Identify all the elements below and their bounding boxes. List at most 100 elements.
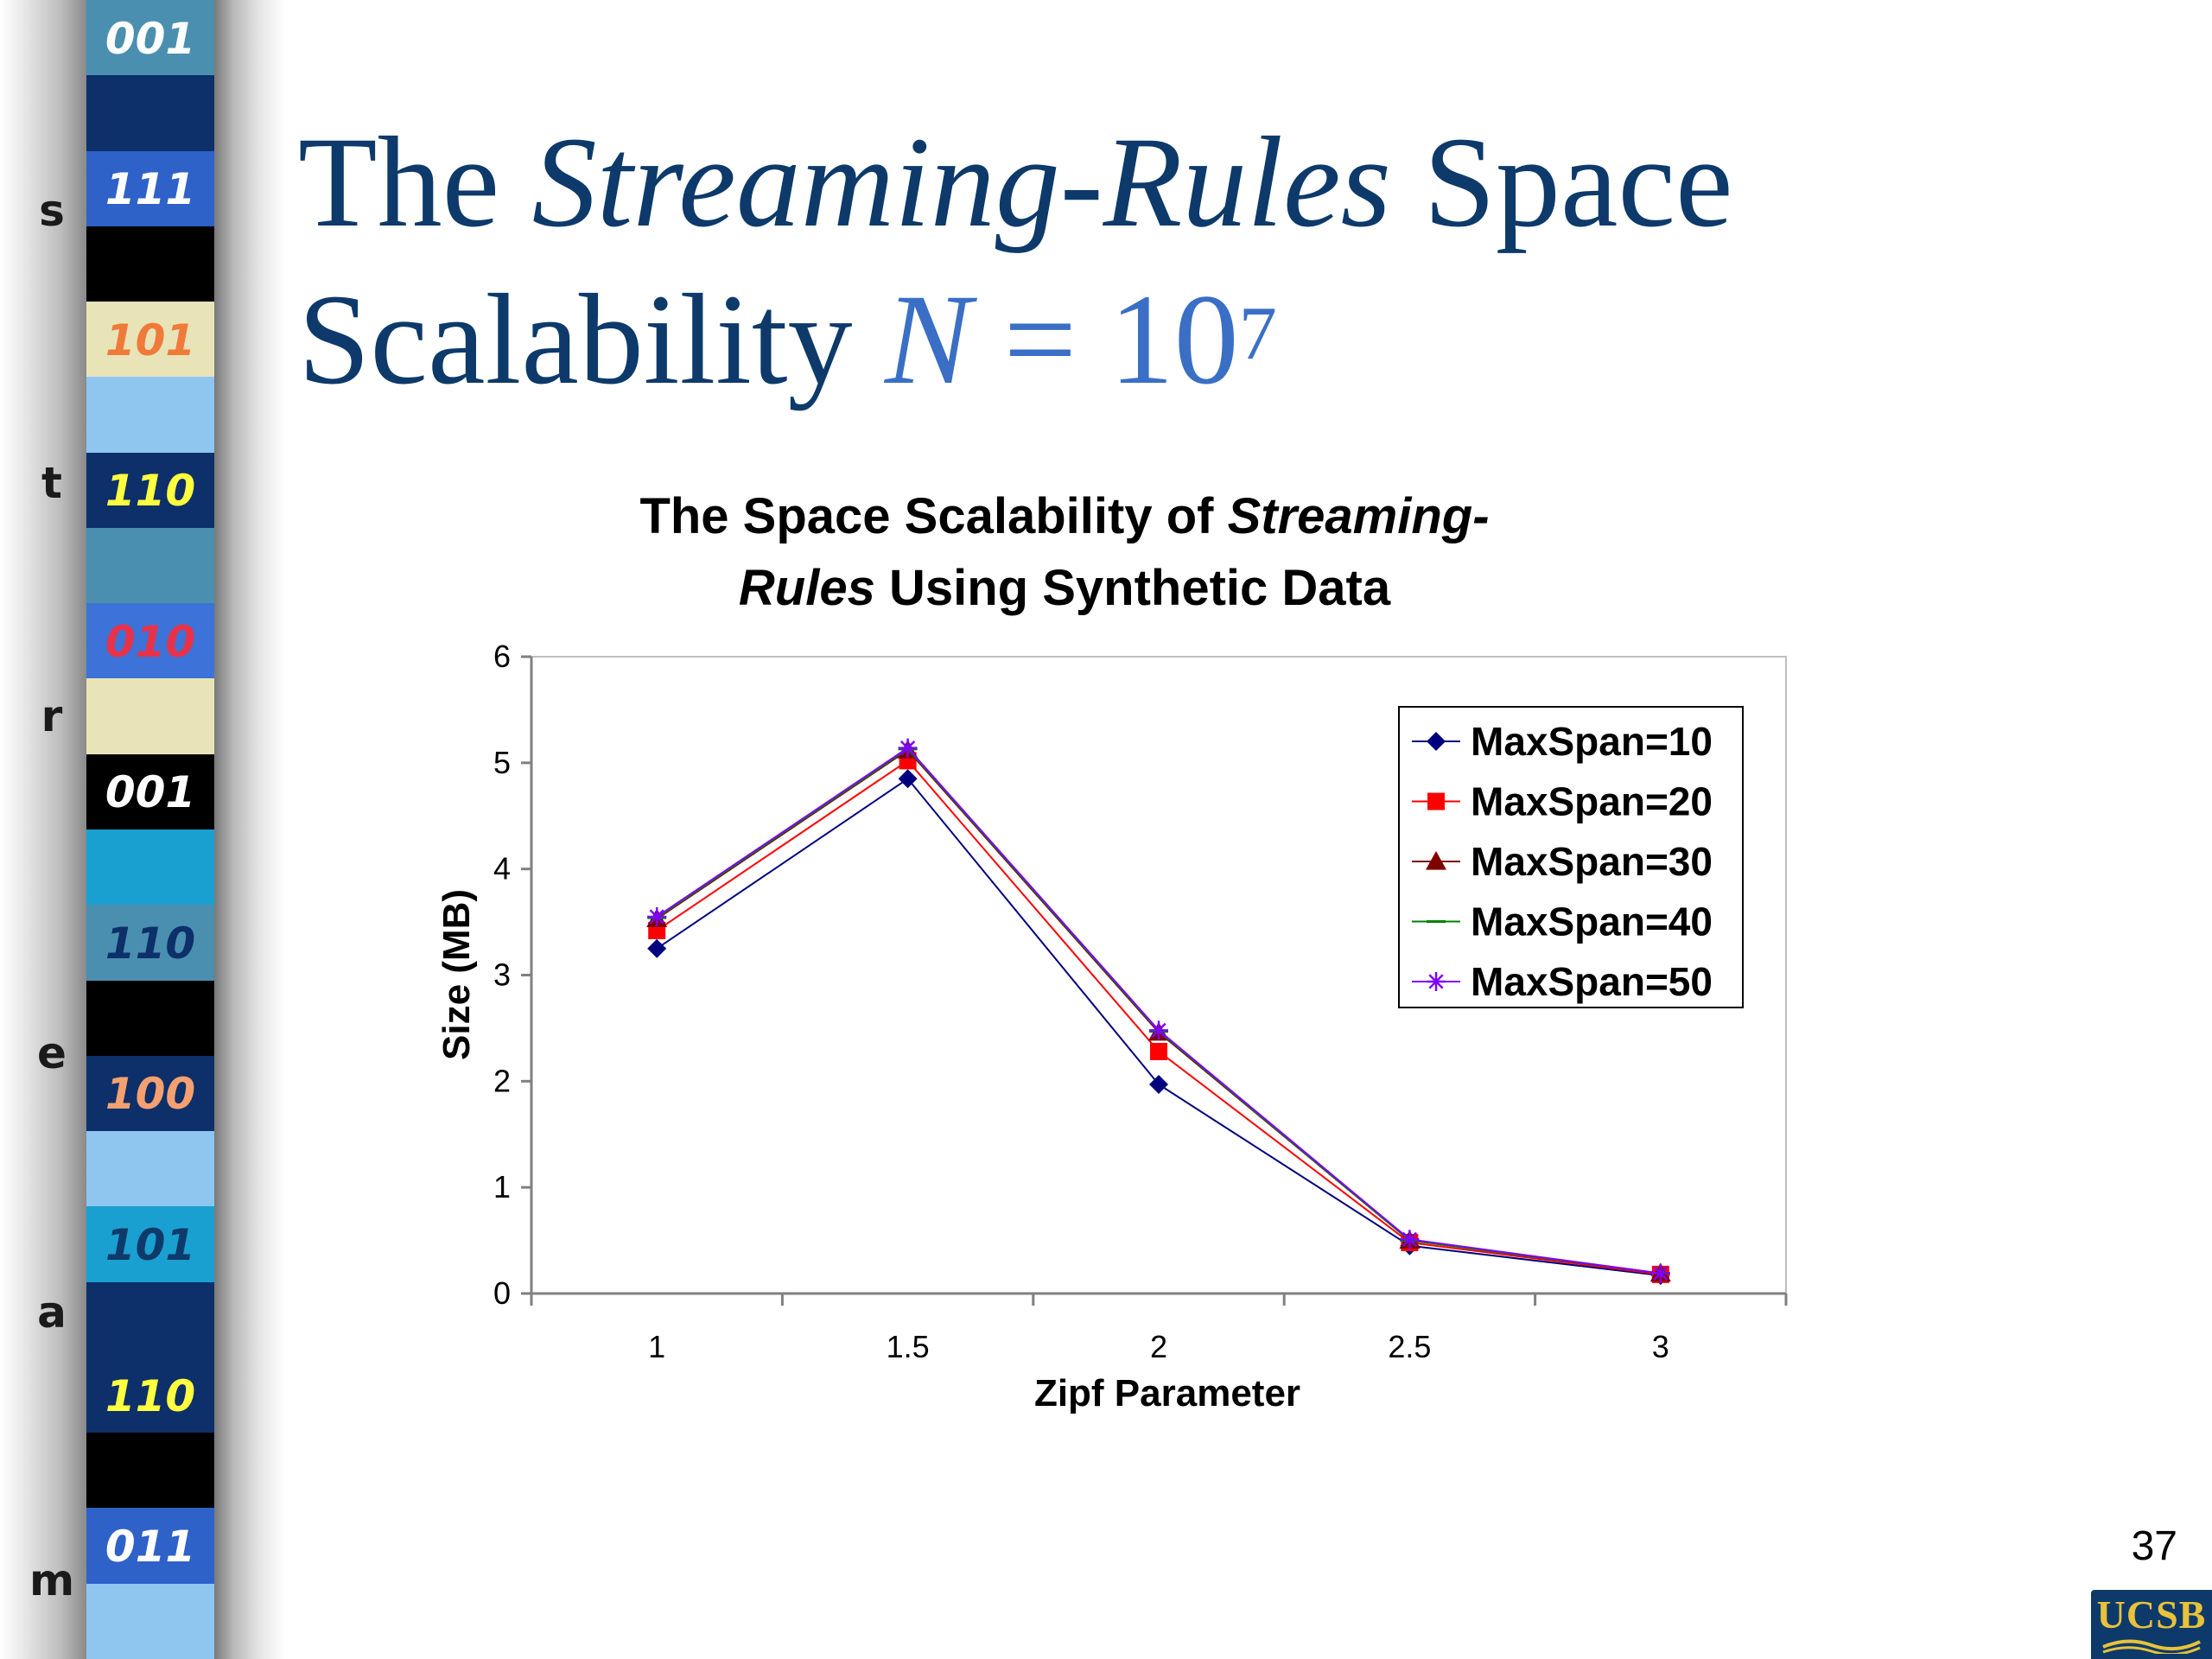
x-axis: 1 1.5 2 2.5 3 xyxy=(530,1292,1788,1364)
stream-code: 110 xyxy=(105,466,196,517)
stream-band xyxy=(86,753,214,830)
x-axis-title: Zipf Parameter xyxy=(1034,1372,1300,1414)
stream-band xyxy=(86,603,214,679)
chart-title-line-1: The Space Scalability of Streaming- xyxy=(639,488,1489,544)
binary-stream-ribbon: 001 111 101 110 010 001 110 100 101 110 011 xyxy=(86,0,214,1659)
ucsb-logo: UCSB xyxy=(2091,1590,2212,1659)
y-tick-label: 1 xyxy=(493,1169,511,1205)
chart-title: The Space Scalability of Streaming- Rule… xyxy=(639,488,1489,616)
y-axis-title: Size (MB) xyxy=(435,889,478,1060)
stream-code: 001 xyxy=(105,13,196,64)
stream-band xyxy=(86,226,214,302)
legend-label: MaxSpan=10 xyxy=(1471,719,1713,764)
x-tick-label: 1.5 xyxy=(887,1329,930,1364)
series-maxspan-20 xyxy=(648,752,1669,1283)
stream-band xyxy=(86,75,214,151)
x-tick-label: 2 xyxy=(1150,1329,1167,1364)
stream-band xyxy=(86,527,214,604)
x-tick-label: 3 xyxy=(1652,1329,1669,1364)
stream-band xyxy=(86,377,214,453)
slide-title: The Streaming-Rules Space Scalability N =… xyxy=(298,104,1733,418)
stream-code: 011 xyxy=(105,1522,196,1573)
stream-code: 111 xyxy=(105,164,196,215)
legend-box xyxy=(1398,706,1744,1008)
legend: MaxSpan=10 MaxSpan=20 MaxSpan=30 MaxSpan=40… xyxy=(1398,706,1744,1008)
stream-band xyxy=(86,980,214,1056)
logo-wave-icon xyxy=(2102,1639,2201,1654)
data-point-star xyxy=(1400,1230,1420,1249)
y-tick-label: 2 xyxy=(493,1063,511,1098)
data-point-square xyxy=(1150,1042,1167,1060)
legend-label: MaxSpan=30 xyxy=(1471,839,1713,884)
logo-text: UCSB xyxy=(2096,1592,2207,1637)
data-point-star xyxy=(1149,1020,1168,1040)
stream-letter: a xyxy=(37,1287,67,1338)
x-tick-label: 2.5 xyxy=(1388,1329,1431,1364)
legend-item: MaxSpan=40 xyxy=(1412,899,1713,944)
stream-letter: r xyxy=(41,691,63,741)
stream-band xyxy=(86,302,214,378)
stream-letter: t xyxy=(41,458,62,508)
title-line-2: Scalability xyxy=(298,268,886,411)
data-point-star xyxy=(1650,1263,1670,1283)
stream-band xyxy=(86,1281,214,1357)
legend-item: MaxSpan=30 xyxy=(1412,839,1713,884)
stream-code: 101 xyxy=(105,1220,196,1270)
stream-letter: m xyxy=(29,1555,75,1605)
x-tick-label: 1 xyxy=(648,1329,665,1364)
chart-title-line-1-plain: The Space Scalability of xyxy=(639,488,1227,544)
stream-letter: e xyxy=(37,1028,67,1078)
stream-band xyxy=(86,1206,214,1282)
stream-band xyxy=(86,1583,214,1659)
series-maxspan-50 xyxy=(647,738,1670,1283)
stream-band xyxy=(86,1508,214,1584)
data-point-diamond xyxy=(1149,1075,1168,1095)
stream-band xyxy=(86,830,214,906)
y-tick-label: 3 xyxy=(493,957,511,993)
title-part-2: Streaming-Rules xyxy=(531,111,1391,254)
title-part-1: The xyxy=(298,111,532,254)
stream-code: 110 xyxy=(105,918,196,969)
equation-rest: = 10 xyxy=(971,268,1239,411)
stream-code: 101 xyxy=(105,315,196,365)
chart-title-line-2-italic: Rules xyxy=(739,560,875,616)
stream-band xyxy=(86,678,214,754)
y-tick-label: 4 xyxy=(493,851,511,887)
y-tick-label: 6 xyxy=(493,639,511,674)
chart-title-line-2: Rules Using Synthetic Data xyxy=(739,560,1391,616)
equation-variable: N xyxy=(885,268,972,411)
series-layer xyxy=(646,738,1671,1286)
legend-item: MaxSpan=10 xyxy=(1412,719,1713,764)
title-part-3: Space xyxy=(1390,111,1733,254)
equation-exponent: 7 xyxy=(1238,292,1277,376)
stream-code: 010 xyxy=(105,616,196,667)
stream-code: 001 xyxy=(105,767,196,818)
title-equation: N = 107 xyxy=(885,268,1277,411)
legend-item: MaxSpan=50 xyxy=(1412,959,1713,1004)
stream-band xyxy=(86,905,214,981)
data-point-diamond xyxy=(1427,732,1446,751)
stream-letter: s xyxy=(39,186,65,236)
chart-title-line-1-italic: Streaming- xyxy=(1228,488,1490,544)
stream-band xyxy=(86,1055,214,1132)
legend-item: MaxSpan=20 xyxy=(1412,779,1713,824)
stream-band xyxy=(86,150,214,226)
legend-label: MaxSpan=50 xyxy=(1471,959,1713,1004)
chart-title-line-2-plain: Using Synthetic Data xyxy=(875,560,1391,616)
data-point-triangle xyxy=(1426,851,1446,870)
data-point-star xyxy=(647,906,667,926)
data-point-diamond xyxy=(647,938,667,958)
legend-label: MaxSpan=40 xyxy=(1471,899,1713,944)
stream-band xyxy=(86,452,214,528)
y-tick-label: 0 xyxy=(493,1275,511,1311)
stream-band xyxy=(86,1357,214,1433)
data-point-star xyxy=(1427,972,1446,991)
legend-label: MaxSpan=20 xyxy=(1471,779,1713,824)
y-tick-label: 5 xyxy=(493,745,511,780)
stream-code: 110 xyxy=(105,1370,196,1421)
data-point-square xyxy=(1427,792,1445,810)
stream-band xyxy=(86,1131,214,1207)
data-point-star xyxy=(898,738,918,758)
